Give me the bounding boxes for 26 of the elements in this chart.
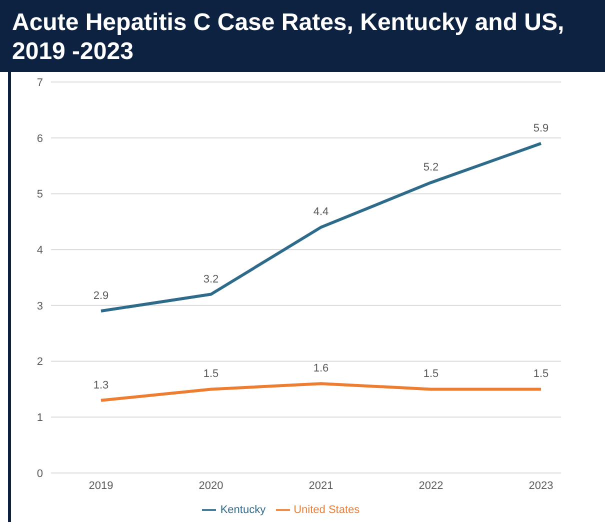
y-tick-label: 7	[36, 76, 43, 89]
legend-label: Kentucky	[220, 504, 266, 516]
data-label: 5.2	[423, 162, 439, 174]
data-label: 4.4	[313, 206, 329, 218]
y-tick-label: 4	[36, 244, 43, 256]
x-tick-label: 2022	[418, 480, 444, 492]
y-tick-label: 0	[36, 468, 43, 480]
y-tick-label: 3	[36, 300, 43, 312]
y-tick-label: 6	[36, 132, 43, 145]
data-label: 2.9	[93, 290, 109, 302]
x-tick-label: 2020	[198, 480, 224, 492]
x-tick-label: 2023	[528, 480, 554, 492]
y-tick-label: 5	[36, 188, 43, 201]
data-label: 1.6	[313, 362, 329, 375]
chart-title: Acute Hepatitis C Case Rates, Kentucky and US, 2019 -2023	[0, 0, 605, 72]
data-label: 3.2	[203, 273, 219, 286]
data-label: 5.9	[533, 122, 549, 134]
data-label: 1.5	[423, 368, 439, 380]
x-tick-label: 2021	[308, 480, 334, 492]
data-label: 1.5	[203, 368, 219, 380]
y-tick-label: 2	[36, 356, 43, 368]
data-label: 1.3	[93, 379, 109, 392]
y-tick-label: 1	[36, 412, 43, 424]
data-label: 1.5	[533, 368, 549, 380]
legend-label: United States	[294, 504, 360, 516]
x-tick-label: 2019	[88, 480, 114, 492]
